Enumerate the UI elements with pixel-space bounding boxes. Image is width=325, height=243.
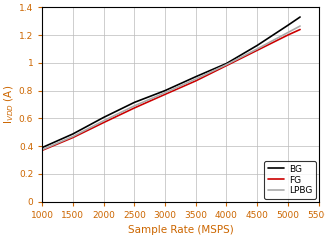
LPBG bbox=[132, 104, 136, 107]
BG bbox=[225, 62, 228, 65]
LPBG bbox=[298, 25, 302, 27]
FG bbox=[194, 79, 198, 82]
FG bbox=[40, 149, 44, 152]
BG bbox=[298, 16, 302, 18]
Line: FG: FG bbox=[42, 29, 300, 150]
BG bbox=[102, 116, 106, 119]
FG bbox=[71, 136, 75, 139]
Legend: BG, FG, LPBG: BG, FG, LPBG bbox=[265, 161, 316, 199]
LPBG bbox=[225, 63, 228, 66]
LPBG bbox=[286, 31, 290, 34]
FG bbox=[255, 49, 259, 52]
BG bbox=[255, 44, 259, 47]
BG bbox=[71, 132, 75, 135]
LPBG bbox=[40, 148, 44, 151]
LPBG bbox=[255, 47, 259, 50]
Line: LPBG: LPBG bbox=[42, 26, 300, 150]
FG bbox=[286, 34, 290, 36]
LPBG bbox=[163, 91, 167, 94]
Line: BG: BG bbox=[42, 17, 300, 148]
Y-axis label: I$_{VDD}$ (A): I$_{VDD}$ (A) bbox=[3, 85, 16, 124]
BG bbox=[132, 101, 136, 104]
FG bbox=[102, 121, 106, 124]
BG bbox=[286, 24, 290, 27]
LPBG bbox=[194, 78, 198, 80]
FG bbox=[163, 93, 167, 96]
X-axis label: Sample Rate (MSPS): Sample Rate (MSPS) bbox=[127, 225, 233, 235]
FG bbox=[298, 28, 302, 31]
LPBG bbox=[71, 135, 75, 138]
BG bbox=[163, 89, 167, 92]
FG bbox=[132, 106, 136, 109]
LPBG bbox=[102, 119, 106, 122]
BG bbox=[194, 75, 198, 78]
BG bbox=[40, 146, 44, 149]
FG bbox=[225, 64, 228, 67]
